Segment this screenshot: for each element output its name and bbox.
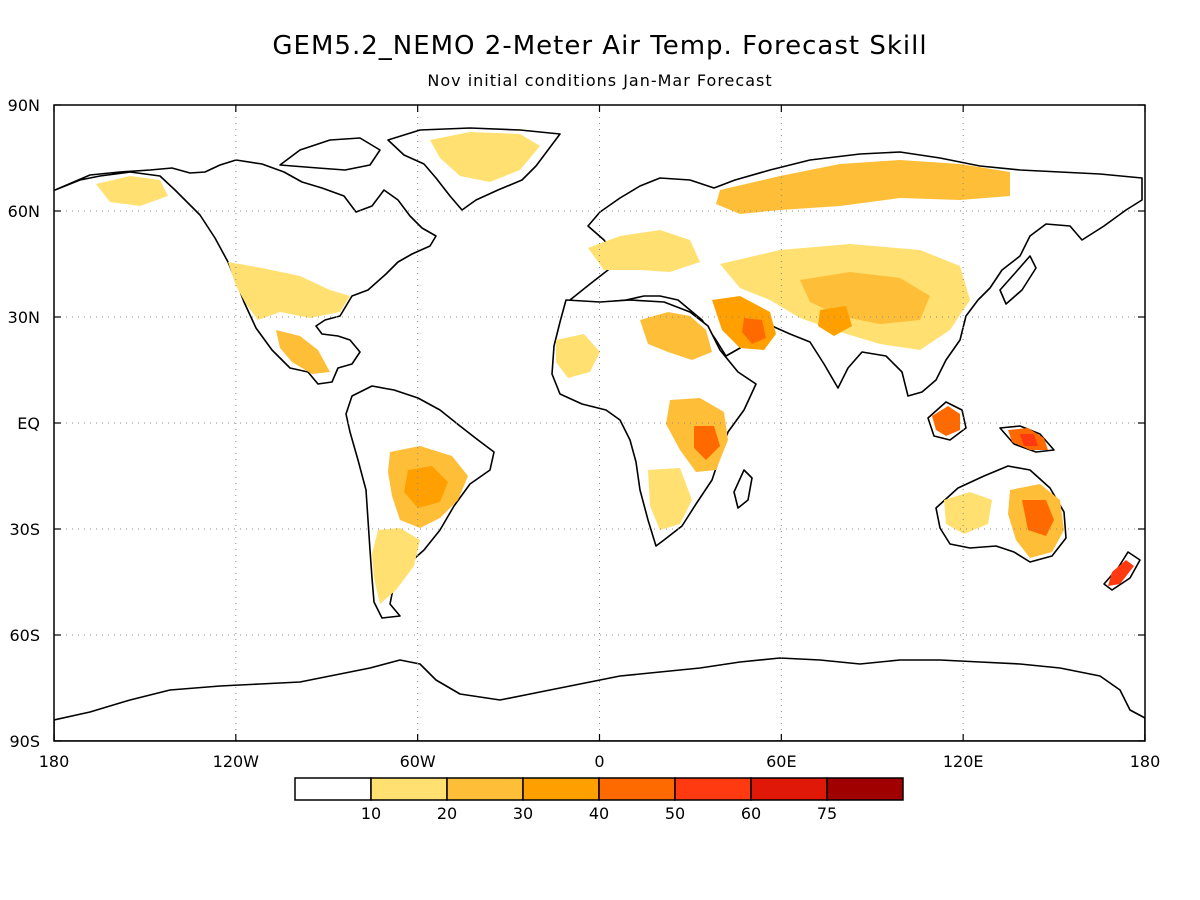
- colorbar-label: 20: [437, 804, 457, 823]
- latitude-labels: 90N 60N 30N EQ 30S 60S 90S: [8, 96, 40, 751]
- skill-region-northern-russia: [716, 160, 1010, 214]
- madagascar-coastline: [733, 469, 753, 509]
- lat-tick-label: 90S: [9, 732, 40, 751]
- colorbar: 10 20 30 40 50 60 75: [294, 777, 904, 823]
- lat-tick-label: 60N: [8, 202, 40, 221]
- skill-region-east-africa-core: [694, 426, 720, 460]
- skill-region-west-africa: [556, 334, 600, 378]
- colorbar-swatch: [522, 777, 600, 801]
- lon-tick-label: 180: [1130, 752, 1161, 771]
- colorbar-swatch: [370, 777, 448, 801]
- skill-region-borneo: [932, 406, 960, 436]
- lat-tick-label: 30S: [9, 520, 40, 539]
- colorbar-label: 10: [361, 804, 381, 823]
- skill-region-argentina: [372, 528, 420, 604]
- colorbar-swatch: [674, 777, 752, 801]
- colorbar-label: 75: [817, 804, 837, 823]
- lat-tick-label: EQ: [17, 414, 40, 433]
- lon-tick-label: 120E: [943, 752, 984, 771]
- skill-region-southern-africa: [648, 468, 692, 530]
- skill-region-tibet-core: [818, 306, 852, 336]
- skill-region-western-north-america: [228, 262, 350, 320]
- colorbar-swatch: [826, 777, 904, 801]
- axis-ticks: [53, 104, 1146, 742]
- skill-region-eastern-australia-core: [1022, 500, 1054, 536]
- lon-tick-label: 60E: [766, 752, 796, 771]
- skill-region-central-south-america-core: [404, 466, 448, 508]
- colorbar-label: 40: [589, 804, 609, 823]
- longitude-labels: 180 120W 60W 0 60E 120E 180: [39, 752, 1161, 771]
- lat-tick-label: 60S: [9, 626, 40, 645]
- colorbar-swatch: [750, 777, 828, 801]
- skill-shading: [96, 132, 1134, 604]
- skill-region-mexico: [276, 330, 330, 374]
- lon-tick-label: 120W: [213, 752, 260, 771]
- lat-tick-label: 90N: [8, 96, 40, 115]
- skill-region-alaska: [96, 176, 168, 206]
- colorbar-swatch: [294, 777, 372, 801]
- gridlines: [54, 105, 1145, 741]
- chart-title: GEM5.2_NEMO 2-Meter Air Temp. Forecast S…: [272, 31, 927, 61]
- japan-coastline: [999, 255, 1037, 305]
- chart-subtitle: Nov initial conditions Jan-Mar Forecast: [427, 71, 772, 90]
- lat-tick-label: 30N: [8, 308, 40, 327]
- skill-region-greenland: [430, 132, 540, 182]
- colorbar-label: 50: [665, 804, 685, 823]
- skill-region-europe: [588, 230, 700, 272]
- skill-region-western-australia: [944, 492, 992, 534]
- skill-region-new-zealand: [1108, 560, 1134, 586]
- colorbar-swatch: [446, 777, 524, 801]
- skill-region-sahara: [640, 312, 712, 360]
- arctic-islands-coastline: [279, 137, 381, 171]
- lon-tick-label: 180: [39, 752, 70, 771]
- colorbar-label: 30: [513, 804, 533, 823]
- lon-tick-label: 60W: [400, 752, 436, 771]
- skill-region-new-guinea-core: [1020, 434, 1038, 446]
- skill-region-arabia-core: [742, 318, 766, 344]
- lon-tick-label: 0: [594, 752, 604, 771]
- colorbar-swatch: [598, 777, 676, 801]
- colorbar-label: 60: [741, 804, 761, 823]
